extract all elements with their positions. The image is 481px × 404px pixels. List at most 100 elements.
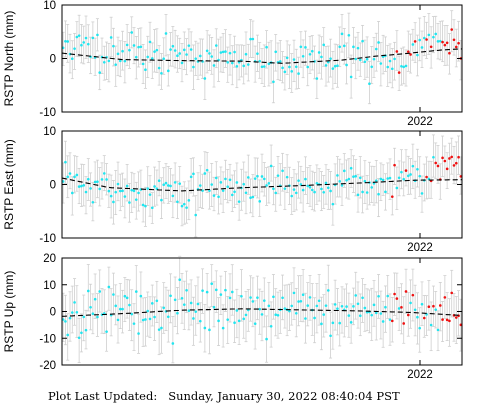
data-point: [153, 50, 156, 53]
recent-point: [441, 40, 444, 44]
recent-point: [427, 305, 431, 309]
data-point: [292, 291, 296, 295]
recent-point: [395, 50, 399, 53]
data-point: [381, 320, 385, 323]
data-point: [212, 305, 216, 309]
data-point: [235, 309, 239, 312]
data-point: [329, 189, 332, 193]
data-point: [208, 52, 211, 55]
data-point: [418, 38, 422, 42]
y-tick-label: 20: [43, 253, 56, 265]
data-point: [281, 169, 284, 173]
data-point: [121, 307, 124, 311]
data-point: [84, 190, 88, 194]
data-point: [162, 57, 166, 61]
data-point: [345, 305, 348, 308]
data-point: [272, 80, 275, 84]
data-point: [128, 48, 131, 52]
plot-last-updated: Plot Last Updated: Sunday, January 30, 2…: [48, 389, 400, 403]
data-point: [112, 44, 115, 48]
data-point: [64, 320, 67, 323]
data-point: [301, 188, 305, 192]
data-point: [176, 200, 179, 204]
data-point: [374, 47, 378, 51]
data-point: [144, 318, 147, 321]
data-point: [192, 317, 195, 320]
data-point: [224, 177, 227, 181]
recent-point: [393, 163, 396, 167]
data-point: [354, 174, 358, 178]
data-point: [347, 177, 351, 181]
data-point: [265, 184, 268, 187]
data-point: [395, 186, 399, 190]
data-point: [157, 66, 161, 70]
data-point: [91, 36, 95, 40]
data-point: [155, 48, 159, 52]
recent-point: [390, 319, 394, 323]
recent-point: [406, 50, 410, 53]
data-point: [345, 179, 348, 182]
data-point: [294, 65, 298, 69]
y-tick-label: 10: [43, 126, 56, 138]
recent-point: [445, 167, 449, 171]
data-point: [182, 303, 186, 306]
data-point: [226, 185, 230, 189]
recent-point: [425, 175, 428, 179]
y-tick-label: -10: [39, 333, 56, 345]
data-point: [169, 48, 172, 51]
data-point: [235, 65, 239, 68]
data-point: [290, 70, 294, 73]
data-point: [171, 194, 175, 198]
data-point: [265, 337, 268, 341]
data-point: [187, 44, 191, 47]
data-point: [68, 316, 72, 320]
data-point: [313, 190, 316, 194]
data-point: [171, 44, 175, 48]
data-point: [89, 305, 92, 309]
data-point: [157, 328, 161, 331]
data-point: [114, 190, 118, 194]
data-point: [198, 184, 202, 187]
data-point: [402, 65, 406, 69]
data-point: [137, 45, 140, 49]
recent-point: [436, 164, 440, 168]
data-point: [356, 193, 360, 197]
data-point: [102, 172, 106, 175]
data-point: [294, 311, 298, 315]
data-point: [70, 57, 74, 60]
data-point: [258, 59, 262, 63]
data-point: [246, 176, 250, 179]
footer-timestamp: Sunday, January 30, 2022 08:40:04 PST: [168, 389, 400, 403]
data-point: [164, 32, 168, 35]
recent-point: [452, 164, 456, 167]
data-point: [244, 313, 248, 317]
data-point: [123, 59, 127, 63]
data-point: [166, 69, 170, 73]
data-point: [333, 64, 337, 68]
data-point: [336, 64, 339, 68]
data-point: [368, 82, 371, 85]
data-point: [98, 187, 102, 191]
y-axis-label: RSTP East (mm): [2, 139, 16, 229]
data-point: [345, 63, 348, 67]
data-point: [260, 65, 264, 69]
data-point: [306, 184, 310, 188]
data-point: [411, 43, 415, 46]
data-point: [388, 59, 392, 63]
recent-point: [409, 53, 412, 56]
data-point: [148, 193, 152, 196]
data-point: [137, 332, 140, 335]
data-point: [134, 198, 138, 201]
data-point: [388, 176, 392, 180]
data-point: [386, 294, 390, 298]
data-point: [361, 39, 364, 43]
data-point: [86, 289, 90, 293]
x-tick-label: 2022: [407, 242, 433, 254]
recent-point: [443, 43, 447, 47]
data-point: [315, 77, 319, 80]
data-point: [438, 39, 442, 43]
data-point: [121, 189, 124, 193]
data-point: [342, 44, 346, 48]
data-point: [324, 64, 328, 67]
data-point: [130, 312, 134, 316]
